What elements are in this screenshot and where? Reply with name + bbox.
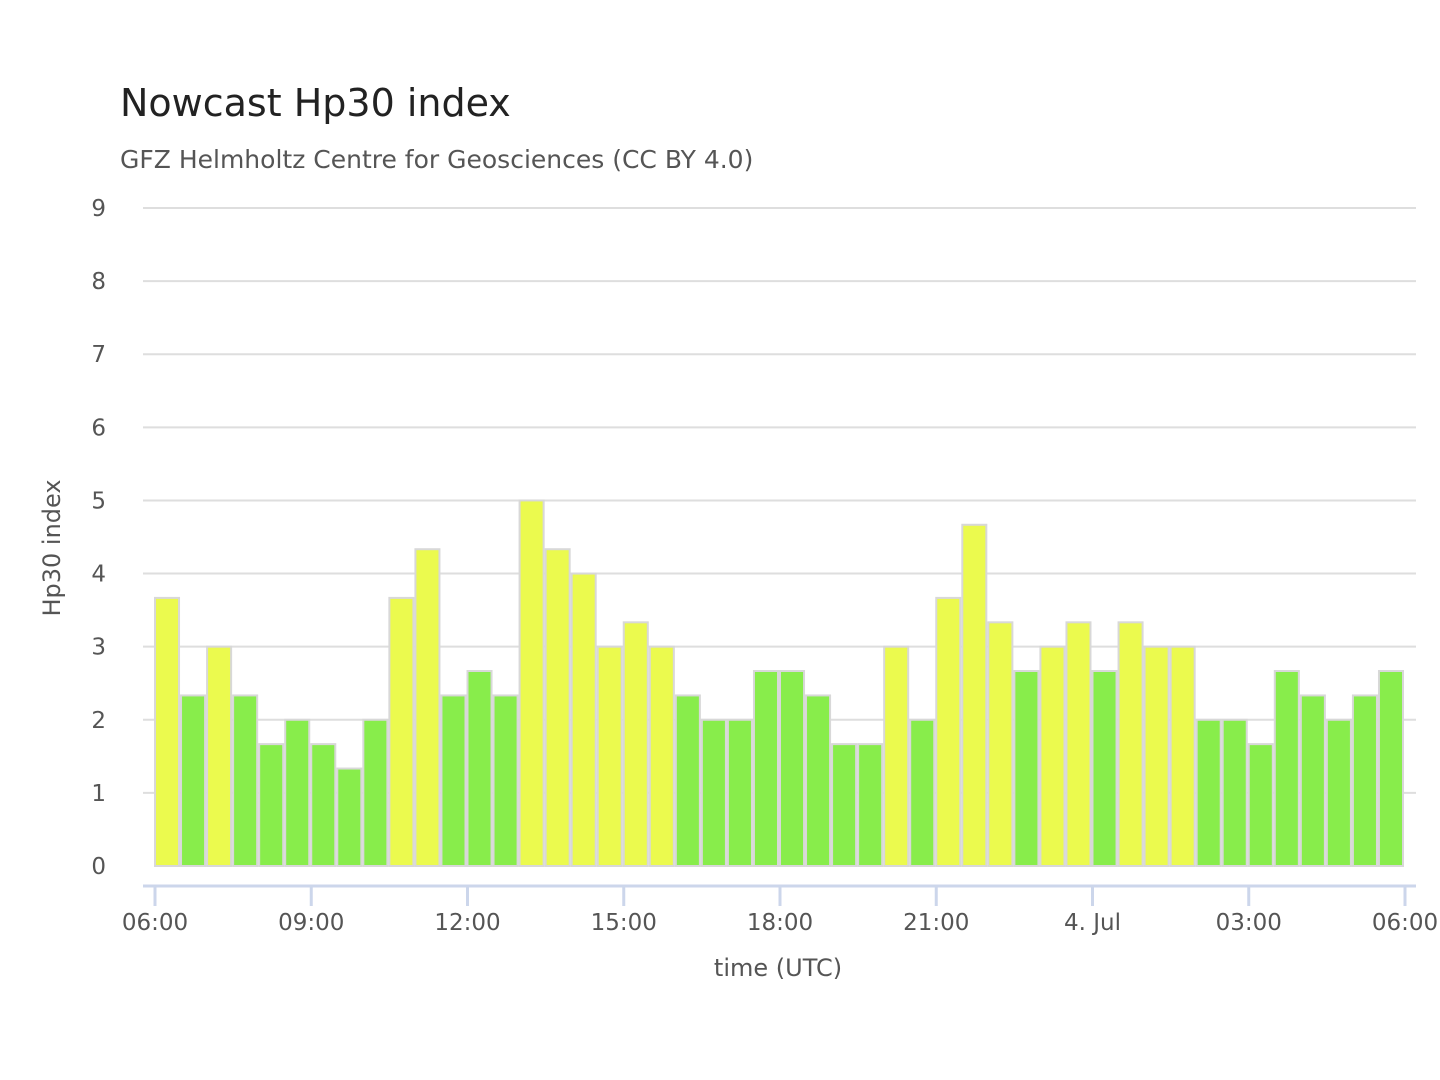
y-tick-label: 3 bbox=[91, 635, 106, 661]
hp30-bar bbox=[1299, 694, 1326, 867]
hp30-bar bbox=[622, 621, 649, 868]
x-tick-label: 15:00 bbox=[591, 910, 657, 936]
hp30-bar bbox=[180, 694, 207, 867]
hp30-bar bbox=[1013, 670, 1040, 868]
y-tick-labels: 0 1 2 3 4 5 6 7 8 9 bbox=[91, 196, 106, 880]
hp30-bar bbox=[440, 694, 467, 867]
x-tick-label: 4. Jul bbox=[1064, 910, 1121, 936]
y-tick-label: 8 bbox=[91, 269, 106, 295]
x-tick-label: 06:00 bbox=[1372, 910, 1438, 936]
hp30-bar bbox=[362, 718, 389, 867]
y-tick-label: 7 bbox=[91, 342, 106, 368]
hp30-bar bbox=[310, 743, 337, 867]
hp30-bar bbox=[1351, 694, 1378, 867]
x-tick-label: 12:00 bbox=[434, 910, 500, 936]
hp30-bar bbox=[492, 694, 519, 867]
hp30-bar bbox=[935, 596, 962, 867]
chart-title: Nowcast Hp30 index bbox=[120, 81, 511, 125]
hp30-bar bbox=[805, 694, 832, 867]
hp30-bar bbox=[388, 596, 415, 867]
y-tick-label: 4 bbox=[91, 562, 106, 588]
hp30-bar bbox=[909, 718, 936, 867]
hp30-bar bbox=[466, 670, 493, 868]
y-tick-label: 5 bbox=[91, 488, 106, 514]
hp30-bar bbox=[284, 718, 311, 867]
y-gridlines bbox=[143, 207, 1416, 794]
y-tick-label: 6 bbox=[91, 415, 106, 441]
hp30-bar bbox=[648, 645, 675, 868]
hp30-bar bbox=[154, 596, 181, 867]
hp30-bar bbox=[1221, 718, 1248, 867]
x-tick-label: 06:00 bbox=[122, 910, 188, 936]
y-tick-label: 1 bbox=[91, 781, 106, 807]
x-axis-title: time (UTC) bbox=[714, 954, 842, 982]
hp30-bar bbox=[1195, 718, 1222, 867]
hp30-bar bbox=[232, 694, 259, 867]
hp30-bar bbox=[518, 499, 545, 867]
y-axis-title: Hp30 index bbox=[38, 479, 66, 616]
bar-series bbox=[154, 499, 1405, 868]
hp30-bar bbox=[596, 645, 623, 868]
hp30-bar bbox=[726, 718, 753, 867]
hp30-bar bbox=[1091, 670, 1118, 868]
hp30-bar bbox=[336, 767, 363, 868]
x-tick-label: 09:00 bbox=[278, 910, 344, 936]
hp30-bar bbox=[544, 548, 571, 867]
hp30-bar bbox=[1039, 645, 1066, 868]
y-tick-label: 2 bbox=[91, 708, 106, 734]
x-axis: 06:00 09:00 12:00 15:00 18:00 21:00 4. Jul 03:0… bbox=[122, 884, 1438, 936]
hp30-bar bbox=[857, 743, 884, 867]
hp30-bar bbox=[961, 523, 988, 868]
hp30-bar bbox=[883, 645, 910, 868]
hp30-bar bbox=[570, 572, 597, 867]
y-tick-label: 0 bbox=[91, 854, 106, 880]
hp30-bar bbox=[1273, 670, 1300, 868]
hp30-bar bbox=[1169, 645, 1196, 868]
hp30-bar bbox=[1377, 670, 1405, 868]
x-tick-label: 21:00 bbox=[903, 910, 969, 936]
hp30-bar bbox=[1143, 645, 1170, 868]
hp30-bar bbox=[987, 621, 1014, 868]
x-tick-label: 18:00 bbox=[747, 910, 813, 936]
hp30-bar bbox=[700, 718, 727, 867]
hp30-bar bbox=[1247, 743, 1274, 867]
y-tick-label: 9 bbox=[91, 196, 106, 222]
hp30-bar bbox=[674, 694, 701, 867]
x-tick-label: 03:00 bbox=[1216, 910, 1282, 936]
chart-subtitle: GFZ Helmholtz Centre for Geosciences (CC… bbox=[120, 145, 753, 174]
hp30-bar bbox=[779, 670, 806, 868]
hp30-bar bbox=[1065, 621, 1092, 868]
hp30-bar bbox=[206, 645, 233, 868]
hp30-bar bbox=[1117, 621, 1144, 868]
hp30-bar bbox=[258, 743, 285, 867]
hp30-bar bbox=[1325, 718, 1352, 867]
hp30-bar bbox=[414, 548, 441, 867]
hp30-bar bbox=[831, 743, 858, 867]
hp30-bar bbox=[752, 670, 779, 868]
